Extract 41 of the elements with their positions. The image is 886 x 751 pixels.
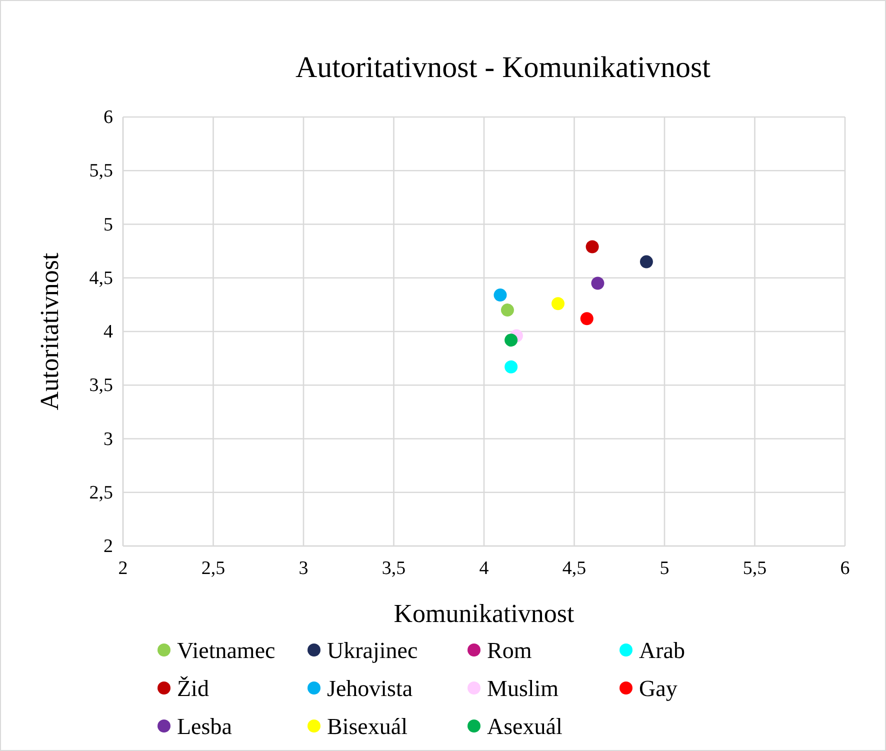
point [586, 240, 599, 254]
y-tick-label: 3,5 [89, 375, 113, 396]
x-tick-label: 4,5 [562, 558, 586, 579]
x-tick-label: 3 [298, 558, 308, 579]
legend-label: Rom [487, 638, 532, 663]
y-tick-label: 5 [104, 214, 113, 236]
y-tick-label: 2,5 [89, 482, 113, 504]
legend-label: Muslim [487, 676, 559, 701]
point [640, 255, 653, 268]
legend-label: Lesba [177, 714, 232, 739]
chart-title: Autoritativnost - Komunikativnost [296, 51, 712, 84]
legend-label: Bisexuál [327, 714, 408, 739]
x-tick-label: 3,5 [382, 558, 406, 579]
point [504, 334, 518, 347]
point [494, 288, 507, 302]
x-axis-title: Komunikativnost [394, 599, 576, 628]
legend-label: Gay [639, 676, 678, 701]
legend-label: Jehovista [327, 676, 413, 701]
x-tick-label: 6 [840, 558, 850, 579]
x-tick-label: 2 [118, 558, 128, 579]
y-tick-label: 4 [104, 322, 114, 342]
point [591, 276, 604, 290]
x-tick-label: 5 [660, 558, 670, 579]
y-tick-label: 3 [104, 428, 113, 450]
legend-label: Žid [177, 676, 210, 701]
x-tick-label: 4 [479, 558, 490, 579]
legend-label: Vietnamec [177, 638, 276, 663]
legend-label: Ukrajinec [327, 638, 418, 663]
point [504, 360, 518, 374]
legend-label: Arab [639, 638, 685, 663]
point [500, 304, 514, 317]
y-tick-label: 5,5 [89, 160, 113, 182]
point [552, 297, 565, 310]
legend-label: Asexuál [487, 714, 562, 739]
y-tick-label: 6 [104, 107, 113, 128]
y-axis-title: Autoritativnost [35, 252, 64, 410]
y-tick-label: 2 [104, 536, 113, 557]
x-tick-label: 2,5 [201, 558, 226, 579]
point [580, 312, 594, 326]
y-tick-label: 4,5 [89, 268, 113, 289]
x-tick-label: 5,5 [742, 558, 767, 579]
